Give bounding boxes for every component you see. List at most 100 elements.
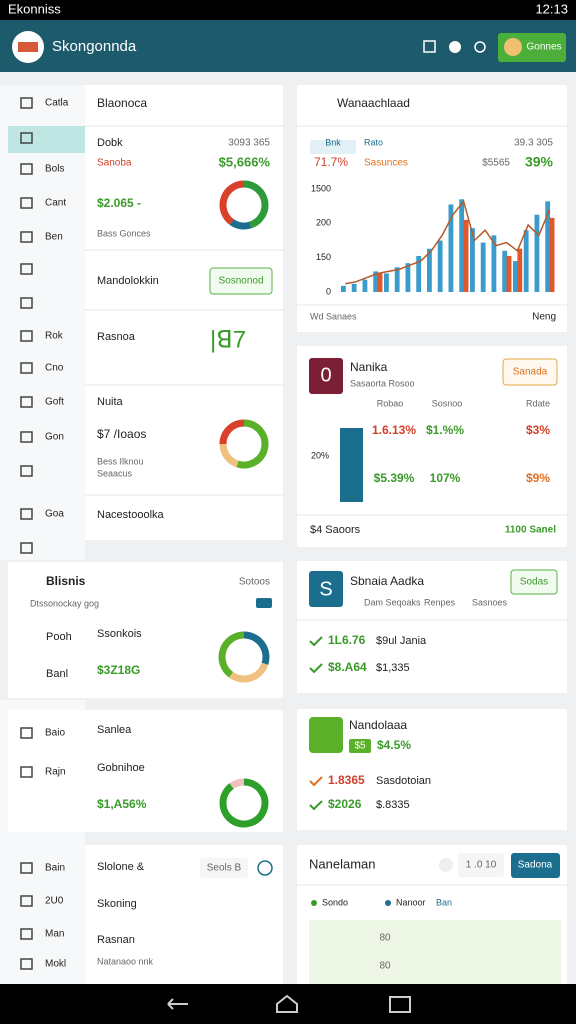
label: $3% <box>526 423 550 437</box>
label: Nandolaaa <box>349 718 407 732</box>
bar <box>394 267 400 292</box>
bar <box>517 248 523 292</box>
icon[interactable] <box>257 860 273 876</box>
label: $1.%% <box>426 423 464 437</box>
donut-segment <box>219 419 245 445</box>
button[interactable] <box>209 267 273 295</box>
icon[interactable] <box>439 858 453 872</box>
label: Bnk <box>325 137 341 147</box>
donut-segment <box>229 662 269 683</box>
y-tick-label: 150 <box>316 252 331 262</box>
y-tick-label: 0 <box>326 286 331 296</box>
sidebar-icon <box>20 330 33 342</box>
label: Robao <box>377 398 404 408</box>
sidebar-icon <box>20 727 33 739</box>
check <box>309 776 323 787</box>
donut-segment <box>243 631 270 665</box>
sidebar-icon <box>20 766 33 778</box>
label: Seols B <box>207 863 242 874</box>
icon[interactable] <box>449 41 461 53</box>
icon[interactable] <box>474 41 486 53</box>
label: $2026 <box>328 797 362 811</box>
line <box>345 199 551 285</box>
bar <box>463 219 469 292</box>
icon[interactable] <box>423 40 436 53</box>
label: $5 <box>354 741 366 752</box>
label: 71.7% <box>314 155 348 169</box>
label: Sanlea <box>97 724 132 736</box>
bar <box>506 255 512 292</box>
sidebar <box>0 85 85 560</box>
label: S <box>319 578 332 600</box>
sidebar-item: 2U0 <box>45 896 64 907</box>
sidebar-icon <box>20 958 33 970</box>
label: 0 <box>320 364 331 386</box>
sidebar-item: Rajn <box>45 767 66 778</box>
sidebar-icon <box>20 396 33 408</box>
label: Sasnoes <box>472 597 508 607</box>
input[interactable] <box>458 853 504 877</box>
label: Sadona <box>518 860 553 871</box>
sidebar-item: Goa <box>45 509 64 520</box>
donut-segment <box>229 778 245 789</box>
badge <box>309 717 343 753</box>
sidebar-icon <box>20 263 33 275</box>
bar <box>448 204 454 292</box>
nav-home[interactable] <box>276 994 298 1013</box>
label: Nanika <box>350 360 388 374</box>
sidebar-icon <box>20 297 33 309</box>
label: 20% <box>311 450 329 460</box>
label: Ssonkois <box>97 628 142 640</box>
label: Sosnonod <box>218 276 263 287</box>
label: Sosnoo <box>432 398 463 408</box>
sidebar-item: Cno <box>45 363 64 374</box>
sidebar-icon <box>20 465 33 477</box>
sidebar-icon <box>20 97 33 109</box>
app-bar <box>0 20 576 72</box>
label: $1,335 <box>376 662 410 674</box>
check <box>309 636 323 647</box>
label: Gonnes <box>526 42 561 53</box>
label: $3Z18G <box>97 663 140 677</box>
sidebar-item: Man <box>45 929 64 940</box>
label: Nacestooolka <box>97 509 165 521</box>
label: Gobnihoe <box>97 762 145 774</box>
label: $.8335 <box>376 799 410 811</box>
bar <box>470 228 475 292</box>
sidebar-icon <box>20 862 33 874</box>
label: 3093 365 <box>228 138 270 149</box>
app-title: Skongonnda <box>52 38 137 55</box>
badge <box>200 858 248 878</box>
label: Bass Gonces <box>97 228 151 238</box>
bar <box>341 285 346 292</box>
legend-dot <box>311 900 317 906</box>
bar <box>362 279 368 292</box>
card <box>297 85 567 332</box>
sidebar-item: Gon <box>45 432 64 443</box>
nav-recent[interactable] <box>389 996 411 1013</box>
bar-decor <box>340 428 363 502</box>
donut-segment <box>229 219 252 230</box>
label: 1 .0 10 <box>466 860 497 871</box>
sidebar-item: Goft <box>45 397 64 408</box>
sidebar-item: Cant <box>45 198 66 209</box>
bar <box>549 217 555 292</box>
nav-back[interactable] <box>167 998 188 1010</box>
bar <box>373 271 379 292</box>
label: $8.A64 <box>328 660 367 674</box>
sidebar-icon <box>20 508 33 520</box>
card <box>8 710 283 832</box>
label: 1.6.13% <box>372 423 416 437</box>
tag <box>349 739 371 753</box>
label: Rato <box>364 137 383 147</box>
donut-segment <box>218 631 245 678</box>
label: Ekonniss <box>8 1 61 16</box>
donut-segment <box>236 419 269 469</box>
button[interactable] <box>510 569 558 595</box>
bar <box>405 263 411 292</box>
button[interactable] <box>502 358 558 386</box>
label: 1.8365 <box>328 773 365 787</box>
label: |ꓭ7 <box>210 326 246 353</box>
label: $4 Saoors <box>310 524 361 536</box>
button[interactable] <box>511 853 560 878</box>
